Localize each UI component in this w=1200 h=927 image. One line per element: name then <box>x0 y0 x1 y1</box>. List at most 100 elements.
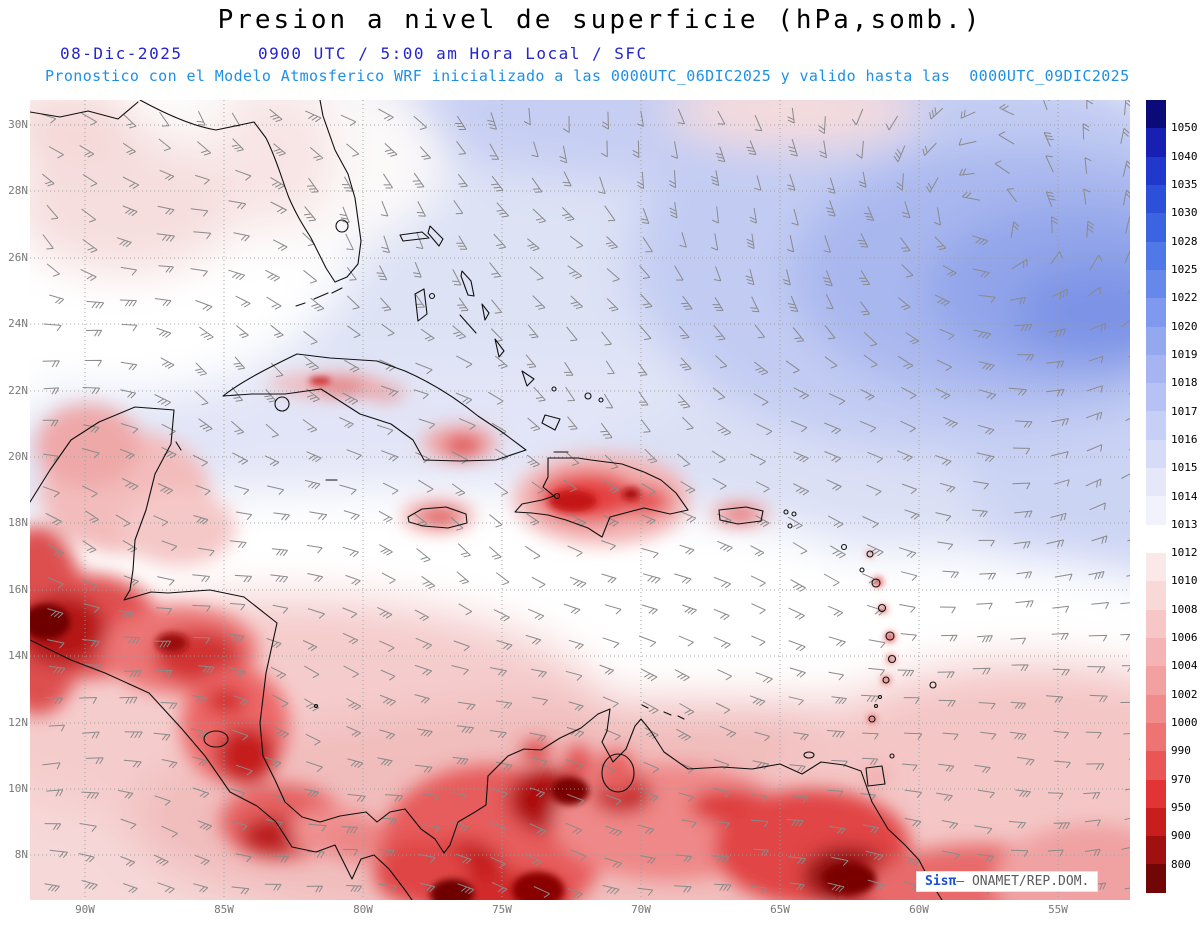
colorbar-value: 1028 <box>1171 234 1198 248</box>
colorbar-value: 1016 <box>1171 432 1198 446</box>
lon-tick-label: 75W <box>492 903 512 916</box>
colorbar-segment <box>1146 807 1166 837</box>
virgin-island <box>783 509 789 515</box>
lon-tick-label: 80W <box>353 903 373 916</box>
colorbar-value: 1022 <box>1171 291 1198 305</box>
colorbar-segment <box>1146 213 1166 242</box>
margarita-island <box>803 751 815 759</box>
mayaguana-island <box>551 386 557 392</box>
coast-central-america-pacific <box>30 639 413 900</box>
colorbar-segment <box>1146 524 1166 553</box>
colorbar-value: 1019 <box>1171 347 1198 361</box>
colorbar-segment <box>1146 411 1166 440</box>
wind-barb-field <box>41 100 1130 899</box>
colorbar-value: 1030 <box>1171 206 1198 220</box>
colorbar-value: 1015 <box>1171 461 1198 475</box>
cozumel-island <box>175 441 182 451</box>
coast-central-america-caribbean <box>30 406 943 900</box>
colorbar-value: 1025 <box>1171 262 1198 276</box>
colorbar-segment <box>1146 354 1166 384</box>
colorbar-segment <box>1146 100 1166 129</box>
coast-florida <box>139 100 362 283</box>
lat-tick-label: 20N <box>8 450 28 463</box>
st-croix-island <box>787 523 793 529</box>
colorbar-value: 990 <box>1171 744 1191 758</box>
colorbar-segment <box>1146 184 1166 214</box>
lake-maracaibo <box>601 753 635 793</box>
montserrat-island <box>859 567 865 573</box>
forecast-datetime-line: 08-Dic-2025 0900 UTC / 5:00 am Hora Loca… <box>0 44 1200 64</box>
model-info-line: Pronostico con el Modelo Atmosferico WRF… <box>45 67 1130 85</box>
lon-tick-label: 55W <box>1048 903 1068 916</box>
lat-tick-label: 16N <box>8 582 28 596</box>
coast-cuba <box>222 353 527 462</box>
bahamas-islands <box>399 225 561 431</box>
colorbar-value: 1040 <box>1171 149 1198 163</box>
gonave-island <box>553 492 561 500</box>
lake-nicaragua <box>203 730 229 748</box>
grid-lines <box>30 100 1130 900</box>
lon-tick-label: 90W <box>75 903 95 916</box>
colorbar-value: 1002 <box>1171 687 1198 701</box>
watermark: Sisπ– ONAMET/REP.DOM. <box>916 871 1099 892</box>
watermark-brand: Sisπ <box>925 874 957 889</box>
san-andres-island <box>313 703 319 709</box>
lat-tick-label: 10N <box>8 782 28 795</box>
colorbar-segment <box>1146 864 1166 893</box>
colorbar-segment <box>1146 439 1166 469</box>
isla-juventud <box>274 396 290 412</box>
dominica-island <box>877 603 887 613</box>
lon-tick-label: 85W <box>214 903 234 916</box>
lat-tick-label: 18N <box>8 516 28 530</box>
lat-tick-label: 22N <box>8 383 28 397</box>
colorbar-segment <box>1146 496 1166 525</box>
pressure-shading <box>30 100 1130 900</box>
turks-island <box>598 397 604 403</box>
lon-tick-label: 65W <box>770 903 790 916</box>
colorbar-value: 1010 <box>1171 574 1198 588</box>
colorbar-segment <box>1146 269 1166 299</box>
coastlines <box>30 100 943 900</box>
colorbar-segment <box>1146 666 1166 695</box>
st-kitts-island <box>840 543 848 551</box>
colorbar-value: 1012 <box>1171 546 1198 560</box>
coast-hispaniola <box>514 457 689 538</box>
new-providence-island <box>428 292 436 300</box>
coast-florida-keys <box>295 287 343 307</box>
colorbar-value: 1014 <box>1171 489 1198 503</box>
colorbar-value: 900 <box>1171 829 1191 843</box>
lon-tick-label: 70W <box>631 903 651 916</box>
forecast-time-local: 0900 UTC / 5:00 am Hora Local / SFC <box>258 44 648 63</box>
colorbar-segment <box>1146 779 1166 808</box>
coast-jamaica <box>407 506 468 529</box>
colorbar-segment <box>1146 241 1166 270</box>
colorbar-segment <box>1146 468 1166 497</box>
colorbar-segment <box>1146 836 1166 865</box>
grenadines-island <box>873 703 879 709</box>
barbados-island <box>929 681 937 689</box>
colorbar-value: 1008 <box>1171 602 1198 616</box>
colorbar-segment <box>1146 553 1166 582</box>
colorbar-segment <box>1146 751 1166 780</box>
map-title: Presion a nivel de superficie (hPa,somb.… <box>217 5 983 35</box>
colorbar-segment <box>1146 298 1166 327</box>
colorbar-value: 1004 <box>1171 659 1198 673</box>
lat-tick-label: 14N <box>8 649 28 663</box>
colorbar-value: 1017 <box>1171 404 1198 418</box>
colorbar-value: 1018 <box>1171 376 1198 390</box>
st-lucia-island <box>887 654 897 664</box>
lat-tick-label: 12N <box>8 715 28 729</box>
virgin-island <box>791 511 797 517</box>
lat-tick-label: 28N <box>8 184 28 198</box>
coast-puerto-rico <box>718 506 764 525</box>
grenadines-island <box>877 694 883 700</box>
colorbar-value: 1020 <box>1171 319 1198 333</box>
st-vincent-island <box>882 676 890 684</box>
caicos-island <box>584 392 592 400</box>
colorbar-value: 800 <box>1171 857 1191 871</box>
colorbar-segment <box>1146 609 1166 638</box>
colorbar-value: 970 <box>1171 772 1191 786</box>
colorbar-value: 1006 <box>1171 631 1198 645</box>
colorbar-segment <box>1146 722 1166 752</box>
